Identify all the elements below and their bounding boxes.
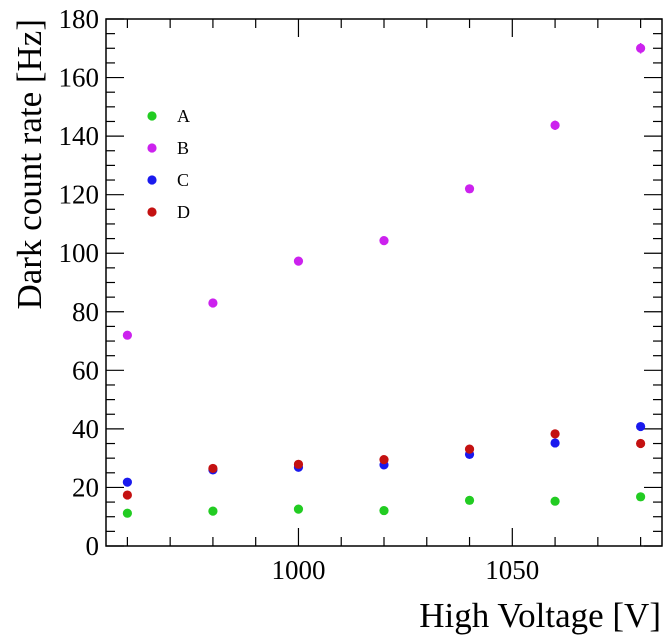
legend-label: C [177, 170, 189, 190]
data-point [550, 120, 560, 130]
x-tick-label: 1000 [271, 555, 325, 585]
series-C [122, 421, 646, 487]
y-tick-label: 180 [59, 4, 100, 34]
y-tick-label: 40 [72, 414, 99, 444]
legend-label: B [177, 138, 189, 158]
data-point [293, 459, 304, 469]
data-point [636, 438, 646, 449]
data-point [550, 429, 560, 439]
data-point [636, 43, 646, 53]
data-points [122, 43, 646, 518]
data-point [208, 463, 218, 474]
series-B [122, 43, 646, 340]
data-point [122, 490, 132, 500]
legend-label: A [177, 106, 190, 126]
y-tick-label: 120 [59, 180, 100, 210]
legend-marker [147, 175, 157, 185]
x-axis-title: High Voltage [V] [419, 596, 661, 635]
data-point [122, 508, 132, 518]
data-point [293, 504, 304, 514]
y-tick-label: 140 [59, 121, 100, 151]
x-tick-label: 1050 [485, 555, 539, 585]
legend-marker [147, 143, 157, 153]
data-point [208, 506, 218, 516]
y-tick-label: 160 [59, 63, 100, 93]
legend-marker [147, 111, 157, 121]
data-point [379, 455, 389, 465]
legend-marker [147, 207, 157, 217]
data-point [122, 330, 132, 340]
data-point [464, 184, 475, 194]
legend-label: D [177, 202, 190, 222]
y-tick-label: 20 [72, 472, 99, 502]
y-tick-label: 100 [59, 238, 100, 268]
y-tick-label: 80 [72, 297, 99, 327]
series-D [122, 429, 646, 500]
data-point [550, 438, 560, 448]
data-point [464, 444, 475, 454]
data-point [636, 492, 646, 502]
data-point [208, 298, 218, 308]
y-axis-title: Dark count rate [Hz] [10, 19, 49, 310]
data-point [464, 495, 475, 505]
data-point [379, 505, 389, 516]
data-point [122, 477, 132, 487]
data-point [550, 496, 560, 506]
series-A [122, 492, 646, 518]
data-point [636, 421, 646, 432]
x-axis-ticks: 1000 1050 [126, 19, 642, 585]
y-axis-ticks: 0 20 40 60 80 100 120 140 160 180 [59, 4, 662, 561]
data-point [293, 256, 304, 266]
data-point [379, 236, 389, 246]
y-tick-label: 0 [86, 531, 100, 561]
y-tick-label: 60 [72, 355, 99, 385]
